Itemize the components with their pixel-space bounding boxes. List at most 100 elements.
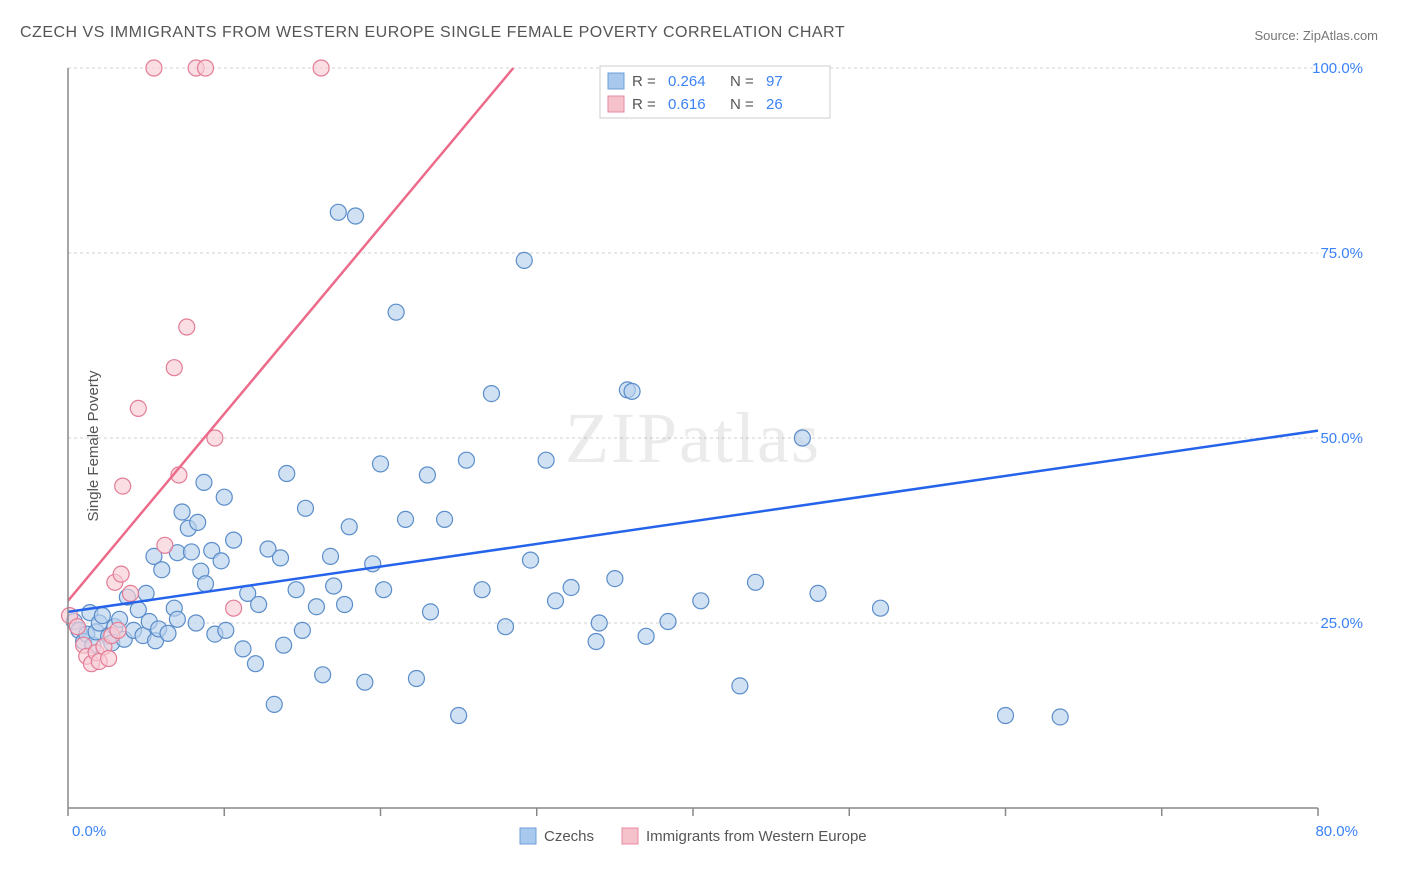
data-point: [190, 514, 206, 530]
data-point: [451, 708, 467, 724]
data-point: [183, 544, 199, 560]
chart-title: CZECH VS IMMIGRANTS FROM WESTERN EUROPE …: [20, 24, 845, 42]
legend-swatch: [608, 96, 624, 112]
data-point: [123, 585, 139, 601]
data-point: [226, 532, 242, 548]
y-tick-label: 25.0%: [1320, 615, 1363, 632]
data-point: [69, 619, 85, 635]
data-point: [154, 562, 170, 578]
data-point: [693, 593, 709, 609]
data-point: [563, 579, 579, 595]
data-point: [538, 452, 554, 468]
data-point: [288, 582, 304, 598]
data-point: [341, 519, 357, 535]
x-tick-label: 80.0%: [1315, 823, 1358, 840]
stats-r-value: 0.616: [668, 96, 706, 113]
data-point: [130, 400, 146, 416]
data-point: [198, 576, 214, 592]
data-point: [794, 430, 810, 446]
data-point: [373, 456, 389, 472]
data-point: [624, 383, 640, 399]
data-point: [423, 604, 439, 620]
data-point: [251, 597, 267, 613]
data-point: [146, 60, 162, 76]
legend-label: Immigrants from Western Europe: [646, 828, 867, 845]
data-point: [157, 537, 173, 553]
data-point: [273, 550, 289, 566]
stats-n-value: 97: [766, 73, 783, 90]
data-point: [458, 452, 474, 468]
data-point: [638, 628, 654, 644]
y-tick-label: 100.0%: [1312, 60, 1363, 77]
data-point: [113, 566, 129, 582]
data-point: [474, 582, 490, 598]
data-point: [179, 319, 195, 335]
scatter-chart: 25.0% 50.0% 75.0% 100.0% ZIPatlas 0.0% 80.0% R …: [60, 58, 1370, 864]
data-point: [1052, 709, 1068, 725]
data-point: [998, 708, 1014, 724]
legend-label: Czechs: [544, 828, 594, 845]
x-tick-label: 0.0%: [72, 823, 106, 840]
data-point: [94, 608, 110, 624]
data-point: [748, 574, 764, 590]
data-point: [607, 571, 623, 587]
stats-r-value: 0.264: [668, 73, 706, 90]
stats-r-label: R =: [632, 96, 656, 113]
data-point: [326, 578, 342, 594]
data-point: [248, 656, 264, 672]
data-point: [376, 582, 392, 598]
stats-r-label: R =: [632, 73, 656, 90]
data-point: [174, 504, 190, 520]
data-point: [166, 360, 182, 376]
data-point: [498, 619, 514, 635]
data-point: [548, 593, 564, 609]
data-point: [160, 625, 176, 641]
data-point: [226, 600, 242, 616]
data-point: [216, 489, 232, 505]
data-point: [516, 252, 532, 268]
data-point: [218, 622, 234, 638]
data-point: [660, 614, 676, 630]
data-point: [408, 671, 424, 687]
legend-swatch: [608, 73, 624, 89]
legend-swatch: [520, 828, 536, 844]
stats-n-label: N =: [730, 96, 754, 113]
data-point: [357, 674, 373, 690]
watermark: ZIPatlas: [565, 398, 821, 478]
stats-n-value: 26: [766, 96, 783, 113]
data-point: [196, 474, 212, 490]
legend-swatch: [622, 828, 638, 844]
data-point: [732, 678, 748, 694]
y-tick-label: 75.0%: [1320, 245, 1363, 262]
data-point: [115, 478, 131, 494]
data-point: [279, 466, 295, 482]
data-point: [315, 667, 331, 683]
data-point: [308, 599, 324, 615]
data-point: [266, 696, 282, 712]
data-point: [591, 615, 607, 631]
data-point: [523, 552, 539, 568]
data-point: [330, 204, 346, 220]
data-point: [588, 634, 604, 650]
data-point: [337, 597, 353, 613]
data-point: [169, 611, 185, 627]
data-point: [298, 500, 314, 516]
data-point: [437, 511, 453, 527]
data-point: [198, 60, 214, 76]
data-point: [294, 622, 310, 638]
data-point: [398, 511, 414, 527]
chart-area: 25.0%50.0%75.0%100.0%ZIPatlas0.0%80.0%R …: [60, 58, 1370, 828]
data-point: [235, 641, 251, 657]
source-label: Source: ZipAtlas.com: [1254, 28, 1378, 43]
y-tick-label: 50.0%: [1320, 430, 1363, 447]
data-point: [419, 467, 435, 483]
stats-n-label: N =: [730, 73, 754, 90]
data-point: [276, 637, 292, 653]
data-point: [388, 304, 404, 320]
data-point: [873, 600, 889, 616]
data-point: [101, 651, 117, 667]
data-point: [110, 622, 126, 638]
data-point: [483, 386, 499, 402]
data-point: [323, 548, 339, 564]
data-point: [213, 553, 229, 569]
